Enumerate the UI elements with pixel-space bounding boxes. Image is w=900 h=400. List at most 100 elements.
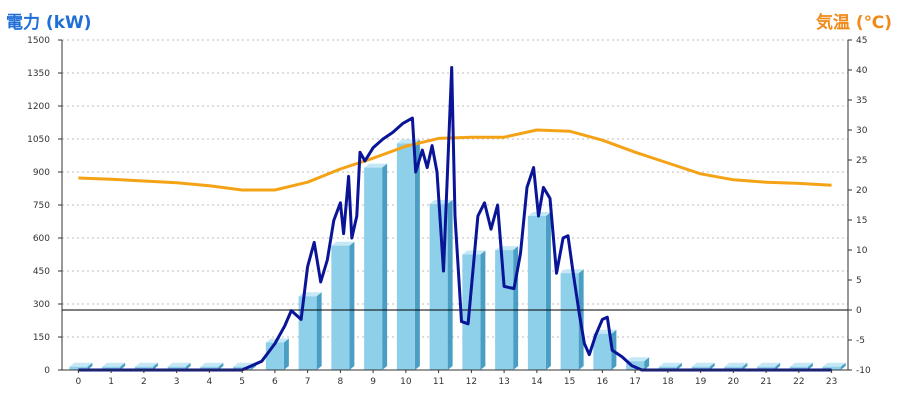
- power-bar: [331, 241, 355, 370]
- power-bar-side: [840, 362, 846, 370]
- power-bar: [658, 362, 682, 370]
- power-bar: [495, 246, 519, 370]
- right-tick-label: 35: [856, 96, 867, 106]
- power-bar-front: [364, 167, 383, 370]
- right-tick-label: 30: [856, 126, 868, 136]
- x-tick-label: 12: [466, 377, 477, 387]
- right-tick-label: -5: [856, 336, 865, 346]
- right-tick-label: 15: [856, 216, 867, 226]
- power-bar-side: [414, 139, 420, 370]
- power-bar-front: [265, 342, 284, 370]
- power-bar-front: [724, 366, 743, 370]
- x-tick-label: 19: [695, 377, 707, 387]
- power-bar: [757, 362, 781, 370]
- left-tick-label: 0: [44, 366, 50, 376]
- left-tick-label: 450: [33, 267, 50, 277]
- lines: [62, 66, 848, 372]
- power-bar-side: [152, 362, 158, 370]
- power-bar: [396, 139, 420, 370]
- x-tick-label: 5: [239, 377, 245, 387]
- power-bar-top: [200, 362, 224, 367]
- power-bar-top: [724, 362, 748, 367]
- right-tick-label: 25: [856, 156, 867, 166]
- temperature-line: [78, 128, 832, 192]
- right-tick-label: 20: [856, 186, 868, 196]
- left-tick-label: 1200: [27, 102, 50, 112]
- x-tick-label: 22: [793, 377, 804, 387]
- gridlines: [62, 39, 848, 338]
- power-bar-side: [775, 362, 781, 370]
- power-bar-front: [200, 366, 219, 370]
- axes: 01503004506007509001050120013501500-10-5…: [27, 36, 871, 387]
- power-bar-side: [644, 357, 650, 370]
- power-bar: [691, 362, 715, 370]
- left-axis-title: 電力 (kW): [6, 13, 92, 33]
- power-bar: [789, 362, 813, 370]
- power-bar-top: [69, 362, 93, 367]
- power-bar-front: [593, 333, 612, 370]
- power-bar-front: [757, 366, 776, 370]
- power-bar-top: [167, 362, 191, 367]
- x-tick-label: 20: [728, 377, 740, 387]
- power-bar: [265, 338, 289, 370]
- x-tick-label: 2: [141, 377, 147, 387]
- power-bar: [69, 362, 93, 370]
- x-tick-label: 15: [564, 377, 575, 387]
- x-tick-label: 13: [498, 377, 509, 387]
- power-bar: [364, 163, 388, 370]
- x-tick-label: 11: [433, 377, 444, 387]
- x-tick-label: 14: [531, 377, 543, 387]
- power-bar: [527, 212, 551, 370]
- power-bar-front: [331, 245, 350, 370]
- power-bar-front: [527, 216, 546, 370]
- x-tick-label: 18: [662, 377, 674, 387]
- right-tick-label: -10: [856, 366, 871, 376]
- x-tick-label: 10: [400, 377, 412, 387]
- power-line: [78, 66, 832, 372]
- right-tick-label: 0: [856, 306, 862, 316]
- power-bar-top: [822, 362, 846, 367]
- power-bar-top: [789, 362, 813, 367]
- power-bar-top: [757, 362, 781, 367]
- x-tick-label: 0: [76, 377, 82, 387]
- x-tick-label: 17: [629, 377, 640, 387]
- right-tick-label: 10: [856, 246, 868, 256]
- power-bar-front: [167, 366, 186, 370]
- right-tick-label: 5: [856, 276, 862, 286]
- power-bar-side: [87, 362, 93, 370]
- x-tick-label: 6: [272, 377, 278, 387]
- x-tick-label: 1: [108, 377, 114, 387]
- x-tick-label: 3: [174, 377, 180, 387]
- left-tick-label: 750: [33, 201, 50, 211]
- power-bar-front: [658, 366, 677, 370]
- power-bar-top: [331, 241, 355, 246]
- power-bar-side: [316, 292, 322, 370]
- power-bar-front: [102, 366, 121, 370]
- power-bar-top: [102, 362, 126, 367]
- power-bar-front: [462, 254, 481, 370]
- power-bar-top: [134, 362, 158, 367]
- x-tick-label: 9: [370, 377, 376, 387]
- x-tick-label: 16: [597, 377, 609, 387]
- power-bar-front: [560, 273, 579, 370]
- power-bar-front: [691, 366, 710, 370]
- left-tick-label: 1500: [27, 36, 50, 46]
- power-bar-side: [185, 362, 191, 370]
- power-bar-side: [218, 362, 224, 370]
- right-tick-label: 45: [856, 36, 867, 46]
- left-tick-label: 900: [33, 168, 50, 178]
- left-tick-label: 1050: [27, 135, 50, 145]
- hourly-power-bars: [69, 139, 846, 370]
- power-bar-side: [447, 199, 453, 370]
- power-bar-side: [349, 241, 355, 370]
- power-bar-front: [789, 366, 808, 370]
- power-bar: [724, 362, 748, 370]
- power-bar-front: [134, 366, 153, 370]
- x-tick-label: 23: [826, 377, 837, 387]
- power-bar-side: [283, 338, 289, 370]
- power-bar-side: [382, 163, 388, 370]
- power-bar-top: [364, 163, 388, 168]
- power-bar: [822, 362, 846, 370]
- right-axis-title: 気温 (℃): [815, 13, 892, 33]
